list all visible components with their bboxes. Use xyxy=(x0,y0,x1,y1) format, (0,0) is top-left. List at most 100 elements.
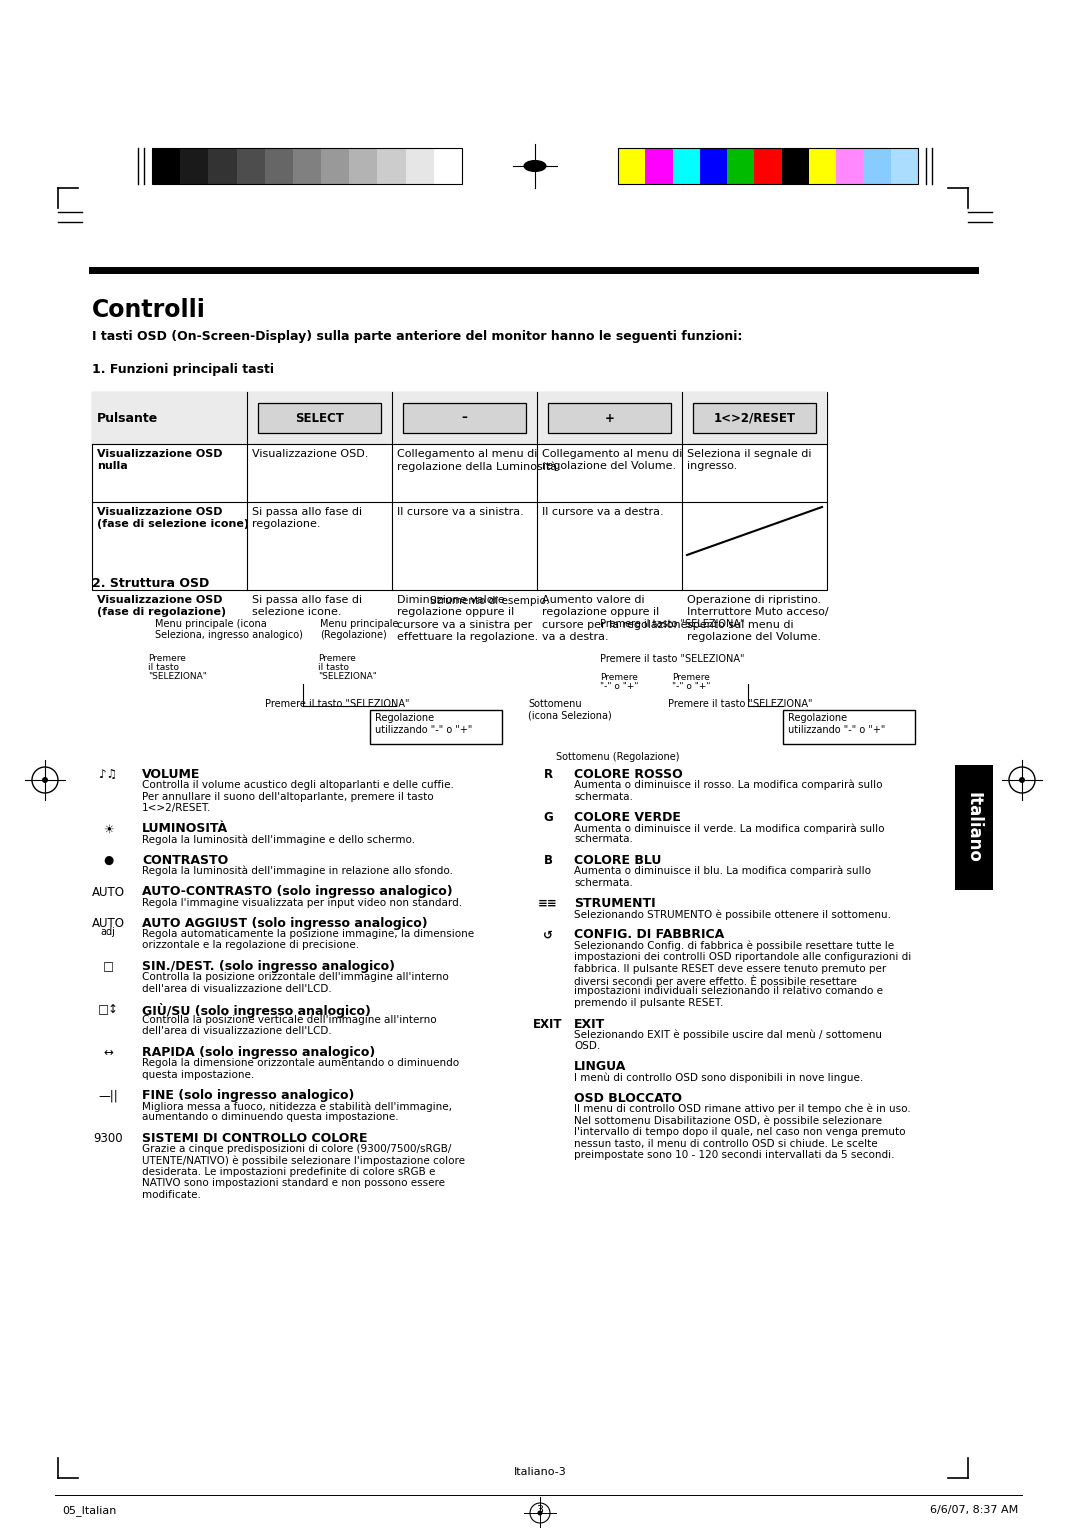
Text: UTENTE/NATIVO) è possibile selezionare l'impostazione colore: UTENTE/NATIVO) è possibile selezionare l… xyxy=(141,1155,465,1166)
Text: OSD.: OSD. xyxy=(573,1041,600,1051)
Text: □: □ xyxy=(103,960,113,973)
Text: G: G xyxy=(543,811,553,824)
Text: Aumenta o diminuisce il verde. La modifica comparirà sullo: Aumenta o diminuisce il verde. La modifi… xyxy=(573,824,885,833)
Text: Aumenta o diminuisce il blu. La modifica comparirà sullo: Aumenta o diminuisce il blu. La modifica… xyxy=(573,866,870,877)
Text: Menu principale: Menu principale xyxy=(320,619,399,630)
Text: CONFIG. DI FABBRICA: CONFIG. DI FABBRICA xyxy=(573,929,725,941)
Text: 2. Struttura OSD: 2. Struttura OSD xyxy=(92,578,210,590)
Text: R: R xyxy=(543,769,553,781)
Text: +: + xyxy=(605,411,615,425)
Text: Premere il tasto "SELEZIONA": Premere il tasto "SELEZIONA" xyxy=(600,654,744,665)
Text: schermata.: schermata. xyxy=(573,877,633,888)
Text: Controlla la posizione orizzontale dell'immagine all'interno: Controlla la posizione orizzontale dell'… xyxy=(141,972,449,983)
Text: Visualizzazione OSD
nulla: Visualizzazione OSD nulla xyxy=(97,449,222,472)
Text: Premere: Premere xyxy=(672,672,710,681)
Bar xyxy=(548,403,671,432)
Text: SIN./DEST. (solo ingresso analogico): SIN./DEST. (solo ingresso analogico) xyxy=(141,960,395,973)
Text: Regola la luminosità dell'immagine in relazione allo sfondo.: Regola la luminosità dell'immagine in re… xyxy=(141,866,453,877)
Text: Selezionando Config. di fabbrica è possibile resettare tutte le: Selezionando Config. di fabbrica è possi… xyxy=(573,941,894,950)
Text: GIÙ/SU (solo ingresso analogico): GIÙ/SU (solo ingresso analogico) xyxy=(141,1002,370,1018)
Text: B: B xyxy=(543,854,553,866)
Bar xyxy=(370,711,502,744)
Text: Selezionando EXIT è possibile uscire dal menù / sottomenu: Selezionando EXIT è possibile uscire dal… xyxy=(573,1030,882,1041)
Text: AUTO: AUTO xyxy=(92,886,124,898)
Text: Sottomenu (Regolazione): Sottomenu (Regolazione) xyxy=(556,752,679,762)
Text: Selezionando STRUMENTO è possibile ottenere il sottomenu.: Selezionando STRUMENTO è possibile otten… xyxy=(573,909,891,920)
Bar xyxy=(258,403,381,432)
Text: AUTO AGGIUST (solo ingresso analogico): AUTO AGGIUST (solo ingresso analogico) xyxy=(141,917,428,931)
Text: Visualizzazione OSD
(fase di regolazione): Visualizzazione OSD (fase di regolazione… xyxy=(97,594,226,617)
Text: Controlli: Controlli xyxy=(92,298,206,322)
Text: Sottomenu: Sottomenu xyxy=(528,698,582,709)
Text: SISTEMI DI CONTROLLO COLORE: SISTEMI DI CONTROLLO COLORE xyxy=(141,1132,367,1144)
Bar xyxy=(92,393,827,590)
Text: Regolazione: Regolazione xyxy=(375,714,434,723)
Text: diversi secondi per avere effetto. È possibile resettare: diversi secondi per avere effetto. È pos… xyxy=(573,975,856,987)
Text: Premere il tasto "SELEZIONA": Premere il tasto "SELEZIONA" xyxy=(600,619,744,630)
Text: dell'area di visualizzazione dell'LCD.: dell'area di visualizzazione dell'LCD. xyxy=(141,984,332,993)
Text: I tasti OSD (On-Screen-Display) sulla parte anteriore del monitor hanno le segue: I tasti OSD (On-Screen-Display) sulla pa… xyxy=(92,330,742,342)
Text: 1<>2/RESET.: 1<>2/RESET. xyxy=(141,804,212,813)
Text: —||: —|| xyxy=(98,1089,118,1102)
Text: aumentando o diminuendo questa impostazione.: aumentando o diminuendo questa impostazi… xyxy=(141,1112,399,1123)
Bar xyxy=(152,148,462,183)
Text: Collegamento al menu di
regolazione del Volume.: Collegamento al menu di regolazione del … xyxy=(542,449,683,472)
Text: Seleziona, ingresso analogico): Seleziona, ingresso analogico) xyxy=(156,630,302,640)
Bar xyxy=(693,403,816,432)
Text: il tasto: il tasto xyxy=(148,663,179,672)
Text: il tasto: il tasto xyxy=(318,663,349,672)
Bar xyxy=(955,766,993,889)
Ellipse shape xyxy=(524,160,546,171)
Text: nessun tasto, il menu di controllo OSD si chiude. Le scelte: nessun tasto, il menu di controllo OSD s… xyxy=(573,1138,878,1149)
Text: "-" o "+": "-" o "+" xyxy=(672,681,711,691)
Text: Grazie a cinque predisposizioni di colore (9300/7500/sRGB/: Grazie a cinque predisposizioni di color… xyxy=(141,1144,451,1154)
Text: schermata.: schermata. xyxy=(573,834,633,845)
Text: VOLUME: VOLUME xyxy=(141,769,201,781)
Text: Visualizzazione OSD
(fase di selezione icone): Visualizzazione OSD (fase di selezione i… xyxy=(97,507,249,529)
Circle shape xyxy=(1020,778,1025,782)
Text: Premere: Premere xyxy=(600,672,638,681)
Text: utilizzando "-" o "+": utilizzando "-" o "+" xyxy=(788,724,886,735)
Text: Regola automaticamente la posizione immagine, la dimensione: Regola automaticamente la posizione imma… xyxy=(141,929,474,940)
Text: Si passa allo fase di
regolazione.: Si passa allo fase di regolazione. xyxy=(252,507,362,529)
Text: Controlla la posizione verticale dell'immagine all'interno: Controlla la posizione verticale dell'im… xyxy=(141,1015,436,1025)
Text: Collegamento al menu di
regolazione della Luminosità.: Collegamento al menu di regolazione dell… xyxy=(397,449,561,472)
Bar xyxy=(891,148,918,183)
Bar xyxy=(152,148,180,183)
Text: □↕: □↕ xyxy=(97,1002,119,1016)
Text: ♪♫: ♪♫ xyxy=(99,769,117,781)
Text: l'intervallo di tempo dopo il quale, nel caso non venga premuto: l'intervallo di tempo dopo il quale, nel… xyxy=(573,1128,905,1137)
Text: impostazioni individuali selezionando il relativo comando e: impostazioni individuali selezionando il… xyxy=(573,987,883,996)
Text: Migliora messa a fuoco, nitidezza e stabilità dell'immagine,: Migliora messa a fuoco, nitidezza e stab… xyxy=(141,1102,453,1111)
Text: Regola l'immagine visualizzata per input video non standard.: Regola l'immagine visualizzata per input… xyxy=(141,897,462,908)
Bar xyxy=(406,148,434,183)
Text: 05_Italian: 05_Italian xyxy=(62,1505,117,1516)
Text: Si passa allo fase di
selezione icone.: Si passa allo fase di selezione icone. xyxy=(252,594,362,617)
Text: premendo il pulsante RESET.: premendo il pulsante RESET. xyxy=(573,998,724,1008)
Bar xyxy=(237,148,265,183)
Text: Visualizzazione OSD.: Visualizzazione OSD. xyxy=(252,449,368,458)
Bar xyxy=(434,148,462,183)
Text: ↺: ↺ xyxy=(543,929,553,941)
Text: Regola la luminosità dell'immagine e dello schermo.: Regola la luminosità dell'immagine e del… xyxy=(141,834,415,845)
Text: ☀: ☀ xyxy=(103,822,113,836)
Text: Premere: Premere xyxy=(148,654,186,663)
Text: –: – xyxy=(461,411,468,425)
Bar xyxy=(863,148,891,183)
Text: Per annullare il suono dell'altoparlante, premere il tasto: Per annullare il suono dell'altoparlante… xyxy=(141,792,434,802)
Text: SELECT: SELECT xyxy=(295,411,343,425)
Text: "SELEZIONA": "SELEZIONA" xyxy=(318,672,377,681)
Text: AUTO: AUTO xyxy=(92,917,124,931)
Text: Premere il tasto "SELEZIONA": Premere il tasto "SELEZIONA" xyxy=(669,698,812,709)
Text: CONTRASTO: CONTRASTO xyxy=(141,854,228,866)
Bar xyxy=(293,148,321,183)
Text: FINE (solo ingresso analogico): FINE (solo ingresso analogico) xyxy=(141,1089,354,1102)
Text: Menu principale (icona: Menu principale (icona xyxy=(156,619,267,630)
Bar xyxy=(180,148,208,183)
Bar xyxy=(349,148,377,183)
Text: Il menu di controllo OSD rimane attivo per il tempo che è in uso.: Il menu di controllo OSD rimane attivo p… xyxy=(573,1105,910,1114)
Bar xyxy=(265,148,293,183)
Text: "-" o "+": "-" o "+" xyxy=(600,681,638,691)
Text: Pulsante: Pulsante xyxy=(97,411,159,425)
Text: Premere: Premere xyxy=(318,654,356,663)
